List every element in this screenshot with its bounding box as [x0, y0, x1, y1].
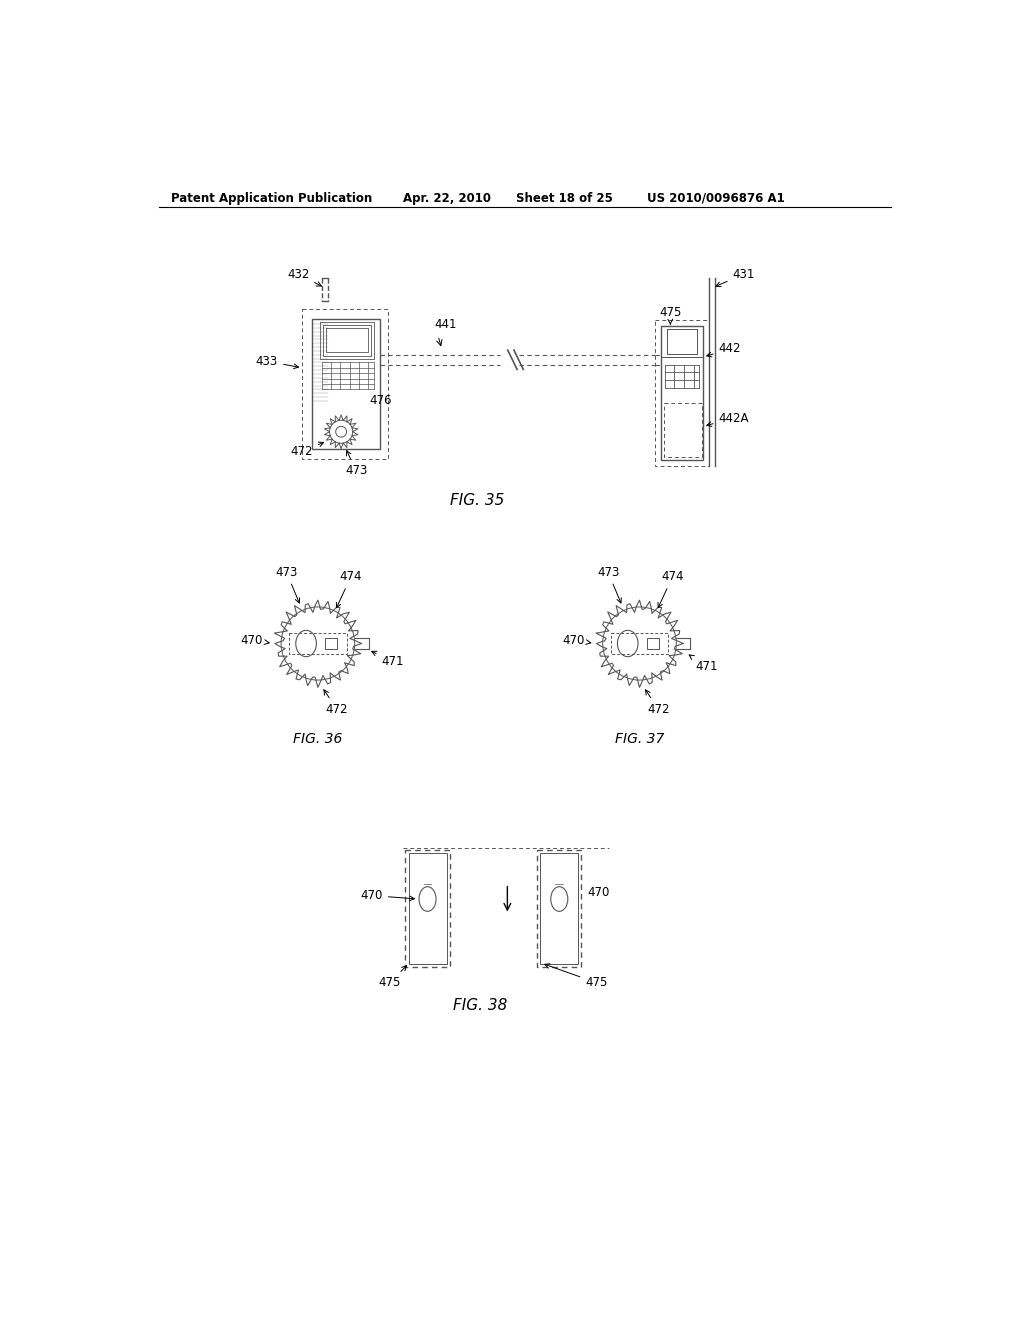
Text: 472: 472	[645, 690, 670, 715]
Text: US 2010/0096876 A1: US 2010/0096876 A1	[647, 191, 785, 205]
Text: 442A: 442A	[707, 412, 749, 426]
Text: 474: 474	[337, 570, 362, 607]
Text: Patent Application Publication: Patent Application Publication	[171, 191, 372, 205]
Text: 473: 473	[345, 450, 368, 477]
Text: 432: 432	[287, 268, 322, 286]
Text: 475: 475	[545, 964, 607, 989]
Text: 473: 473	[597, 566, 622, 603]
Text: 442: 442	[707, 342, 741, 356]
Text: 470: 470	[588, 886, 610, 899]
Text: 475: 475	[378, 966, 407, 989]
Text: 470: 470	[241, 634, 269, 647]
Text: 433: 433	[256, 355, 299, 368]
Text: 472: 472	[291, 442, 324, 458]
Text: Apr. 22, 2010: Apr. 22, 2010	[403, 191, 492, 205]
Text: 473: 473	[275, 566, 300, 603]
Text: 475: 475	[658, 306, 681, 325]
Text: FIG. 37: FIG. 37	[614, 733, 665, 746]
Text: 471: 471	[689, 655, 718, 673]
Text: 472: 472	[324, 690, 348, 715]
Text: 474: 474	[658, 570, 684, 607]
Text: 470: 470	[562, 634, 591, 647]
Text: FIG. 35: FIG. 35	[450, 494, 504, 508]
Text: 470: 470	[360, 888, 415, 902]
Text: 471: 471	[372, 651, 403, 668]
Text: 431: 431	[716, 268, 755, 286]
Text: 476: 476	[370, 395, 392, 407]
Text: 441: 441	[434, 318, 457, 331]
Text: FIG. 38: FIG. 38	[454, 998, 508, 1012]
Text: Sheet 18 of 25: Sheet 18 of 25	[515, 191, 612, 205]
Text: FIG. 36: FIG. 36	[293, 733, 343, 746]
